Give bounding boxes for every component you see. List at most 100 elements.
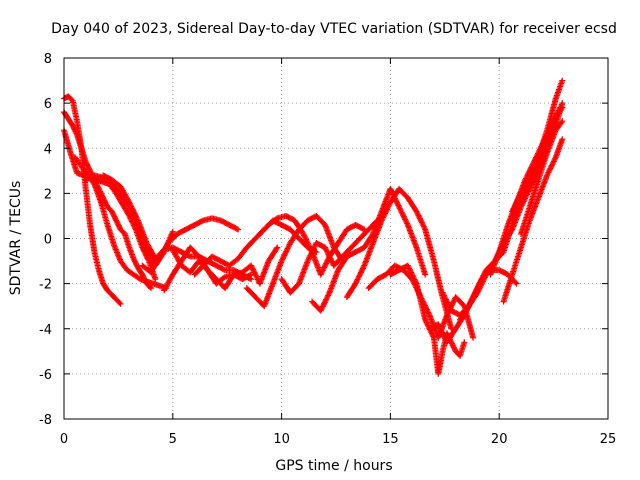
data-point: [444, 300, 451, 307]
data-point: [530, 168, 537, 175]
data-point: [407, 268, 414, 275]
data-point: [418, 219, 425, 226]
data-point: [416, 213, 423, 220]
data-point: [418, 218, 425, 225]
data-point: [302, 235, 309, 242]
data-point: [300, 230, 307, 237]
data-point: [319, 268, 326, 275]
data-point: [73, 130, 80, 137]
x-tick-label: 10: [273, 432, 290, 447]
data-point: [394, 199, 401, 206]
data-point: [510, 205, 517, 212]
data-point: [380, 213, 387, 220]
data-point: [513, 198, 520, 205]
data-point: [478, 281, 485, 288]
data-point: [381, 211, 388, 218]
data-point: [443, 312, 450, 319]
data-point: [529, 180, 536, 187]
data-point: [417, 216, 424, 223]
data-point: [310, 246, 317, 253]
data-point: [532, 165, 539, 172]
data-point: [450, 298, 457, 305]
data-point: [380, 214, 387, 221]
data-point: [445, 302, 452, 309]
data-point: [282, 249, 289, 256]
data-point: [552, 155, 559, 162]
data-point: [303, 237, 310, 244]
data-point: [547, 165, 554, 172]
data-point: [520, 198, 527, 205]
data-point: [359, 265, 366, 272]
data-point: [285, 242, 292, 249]
data-point: [519, 201, 526, 208]
data-point: [532, 164, 539, 171]
series-track-13: [278, 217, 381, 296]
data-point: [559, 136, 566, 143]
data-point: [384, 204, 391, 211]
data-point: [511, 204, 518, 211]
data-point: [251, 269, 258, 276]
data-point: [550, 158, 557, 165]
data-point: [252, 270, 259, 277]
data-point: [559, 104, 566, 111]
data-point: [511, 202, 518, 209]
data-point: [283, 246, 290, 253]
data-point: [516, 193, 523, 200]
data-point: [439, 289, 446, 296]
data-point: [131, 210, 138, 217]
data-point: [450, 299, 457, 306]
data-point: [320, 266, 327, 273]
data-point: [410, 273, 417, 280]
data-point: [522, 194, 529, 201]
data-point: [446, 304, 453, 311]
data-point: [358, 268, 365, 275]
data-point: [420, 223, 427, 230]
data-point: [551, 157, 558, 164]
data-point: [477, 284, 484, 291]
data-point: [248, 262, 255, 269]
y-tick-label: 4: [44, 142, 52, 157]
data-point: [326, 252, 333, 259]
data-point: [319, 304, 326, 311]
data-point: [132, 213, 139, 220]
data-point: [508, 227, 515, 234]
data-point: [550, 159, 557, 166]
data-point: [422, 271, 429, 278]
x-tick-label: 0: [60, 432, 68, 447]
data-point: [116, 299, 123, 306]
data-point: [528, 181, 535, 188]
data-point: [323, 259, 330, 266]
data-point: [404, 220, 411, 227]
data-point: [529, 171, 536, 178]
data-point: [393, 198, 400, 205]
data-point: [475, 286, 482, 293]
data-point: [310, 245, 317, 252]
series-track-9: [169, 246, 255, 292]
data-point: [306, 253, 313, 260]
data-point: [248, 263, 255, 270]
data-point: [249, 265, 256, 272]
data-point: [126, 199, 133, 206]
series-track-11: [243, 212, 346, 310]
data-point: [558, 105, 565, 112]
data-point: [398, 208, 405, 215]
data-point: [281, 251, 288, 258]
data-point: [280, 253, 287, 260]
series-track-4: [71, 154, 170, 292]
data-point: [353, 279, 360, 286]
data-point: [304, 239, 311, 246]
data-point: [422, 318, 429, 325]
data-point: [412, 277, 419, 284]
data-point: [408, 269, 415, 276]
data-point: [382, 209, 389, 216]
data-point: [307, 252, 314, 259]
data-point: [402, 217, 409, 224]
data-point: [387, 185, 394, 192]
data-point: [406, 265, 413, 272]
data-point: [352, 280, 359, 287]
data-point: [414, 209, 421, 216]
data-point: [439, 330, 446, 337]
data-point: [546, 168, 553, 175]
data-point: [424, 322, 431, 329]
